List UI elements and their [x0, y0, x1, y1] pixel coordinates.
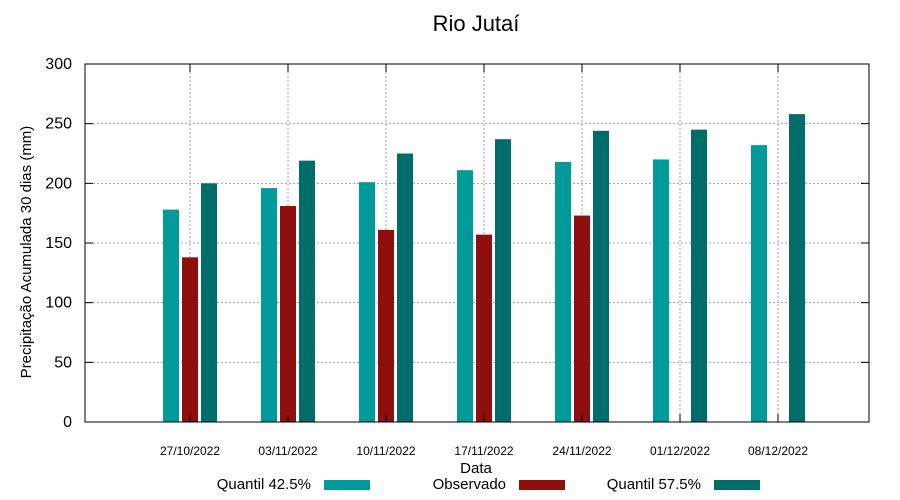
y-axis-title: Precipitação Acumulada 30 dias (mm) [18, 126, 35, 379]
bar-quantil-57-5 [593, 130, 609, 422]
legend: Quantil 42.5% Observado Quantil 57.5% [217, 476, 760, 493]
bar-quantil-42-5 [261, 188, 277, 422]
bar-observado [574, 215, 590, 422]
x-axis-title: Data [460, 460, 492, 477]
legend-swatch [519, 480, 565, 490]
x-tick-label: 10/11/2022 [356, 444, 415, 458]
bar-quantil-57-5 [789, 114, 805, 423]
bar-observado [182, 257, 198, 422]
legend-label: Observado [433, 476, 506, 493]
x-tick-label: 27/10/2022 [160, 444, 220, 458]
x-tick-label: 17/11/2022 [454, 444, 513, 458]
bar-quantil-57-5 [201, 183, 217, 422]
bar-quantil-57-5 [397, 153, 413, 422]
y-tick-label: 0 [63, 414, 72, 431]
legend-swatch [714, 480, 760, 490]
chart-title: Rio Jutaí [433, 11, 520, 36]
y-tick-label: 300 [45, 56, 72, 73]
bar-quantil-57-5 [495, 139, 511, 422]
axis-ticks: 0 50 100 150 200 250 300 27/10/2022 03/11/2022 10… [45, 56, 869, 458]
y-tick-label: 50 [54, 354, 72, 371]
bar-observado [476, 234, 492, 422]
bar-quantil-42-5 [359, 182, 375, 422]
y-tick-label: 150 [45, 235, 72, 252]
legend-label: Quantil 42.5% [217, 476, 311, 493]
x-tick-label: 08/12/2022 [748, 444, 808, 458]
y-tick-label: 200 [45, 175, 72, 192]
x-tick-label: 01/12/2022 [650, 444, 710, 458]
x-tick-label: 24/11/2022 [552, 444, 611, 458]
bar-quantil-42-5 [751, 145, 767, 422]
bars [163, 114, 805, 423]
y-tick-label: 100 [45, 295, 72, 312]
bar-observado [378, 229, 394, 422]
legend-swatch [324, 480, 370, 490]
legend-label: Quantil 57.5% [607, 476, 701, 493]
bar-quantil-42-5 [555, 161, 571, 422]
bar-quantil-42-5 [163, 209, 179, 422]
x-tick-label: 03/11/2022 [258, 444, 317, 458]
bar-quantil-57-5 [691, 129, 707, 422]
bar-quantil-42-5 [457, 170, 473, 422]
y-tick-label: 250 [45, 116, 72, 133]
bar-quantil-57-5 [299, 160, 315, 422]
bar-observado [280, 206, 296, 422]
bar-quantil-42-5 [653, 159, 669, 422]
